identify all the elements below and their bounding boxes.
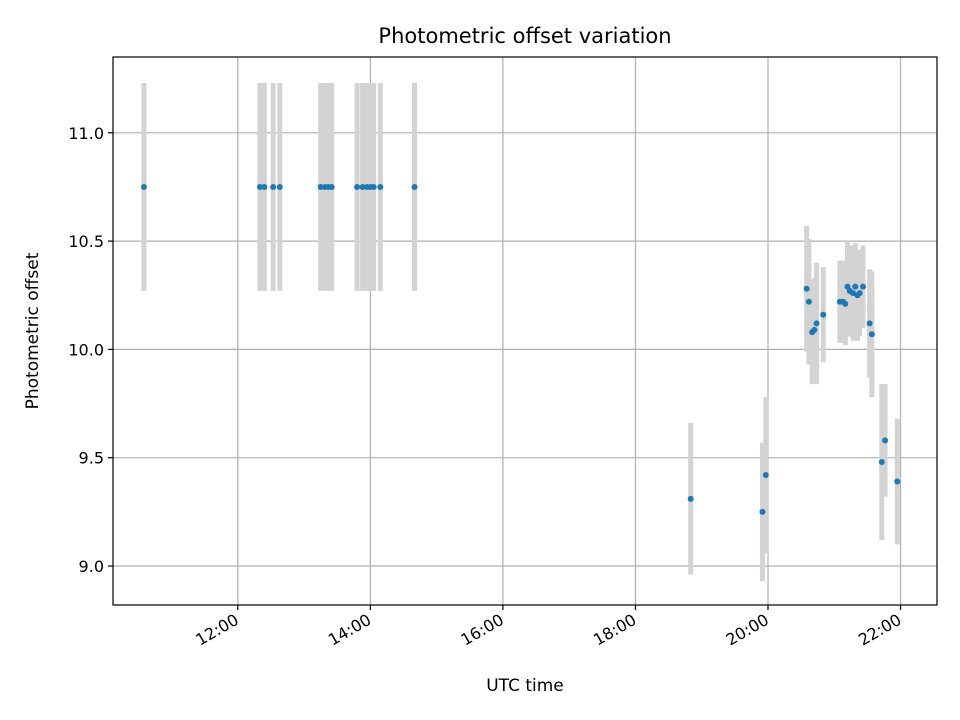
data-point: [856, 290, 863, 297]
data-point: [261, 183, 268, 190]
y-tick-label: 9.0: [79, 557, 104, 576]
data-point: [811, 326, 818, 333]
data-point: [354, 183, 361, 190]
data-point: [140, 183, 147, 190]
x-axis-ticks: 12:00 14:00 16:00 18:00 20:00 22:00: [192, 605, 905, 650]
x-axis-title: UTC time: [486, 676, 564, 696]
data-point: [852, 283, 859, 290]
y-axis-ticks: 9.0 9.5 10.0 10.5 11.0: [68, 124, 113, 576]
data-point: [882, 437, 889, 444]
y-tick-label: 10.0: [68, 340, 104, 359]
data-point: [878, 459, 885, 466]
errorbars: [141, 82, 900, 582]
data-point: [270, 183, 277, 190]
data-point: [894, 478, 901, 485]
data-point: [803, 285, 810, 292]
x-tick-label: 20:00: [723, 610, 772, 650]
data-point: [411, 183, 418, 190]
data-point: [759, 508, 766, 515]
plot-frame: [112, 56, 938, 606]
data-point: [276, 183, 283, 190]
y-tick-label: 10.5: [68, 232, 104, 251]
x-tick-label: 18:00: [590, 610, 639, 650]
data-point: [359, 183, 366, 190]
y-tick-label: 9.5: [79, 449, 104, 468]
x-tick-label: 22:00: [855, 610, 904, 650]
y-axis-title: Photometric offset: [23, 252, 43, 409]
data-point: [820, 311, 827, 318]
data-point: [866, 320, 873, 327]
x-tick-label: 16:00: [457, 610, 506, 650]
x-tick-label: 14:00: [325, 610, 374, 650]
data-point: [377, 183, 384, 190]
data-point: [805, 298, 812, 305]
chart-title: Photometric offset variation: [378, 24, 671, 48]
data-point: [256, 183, 263, 190]
y-tick-label: 11.0: [68, 124, 104, 143]
x-tick-label: 12:00: [192, 610, 241, 650]
data-points: [140, 183, 901, 515]
data-point: [813, 320, 820, 327]
data-point: [868, 331, 875, 338]
data-point: [370, 183, 377, 190]
data-point: [687, 495, 694, 502]
data-point: [842, 300, 849, 307]
data-point: [762, 472, 769, 479]
data-point: [859, 283, 866, 290]
data-point: [317, 183, 324, 190]
data-point: [328, 183, 335, 190]
